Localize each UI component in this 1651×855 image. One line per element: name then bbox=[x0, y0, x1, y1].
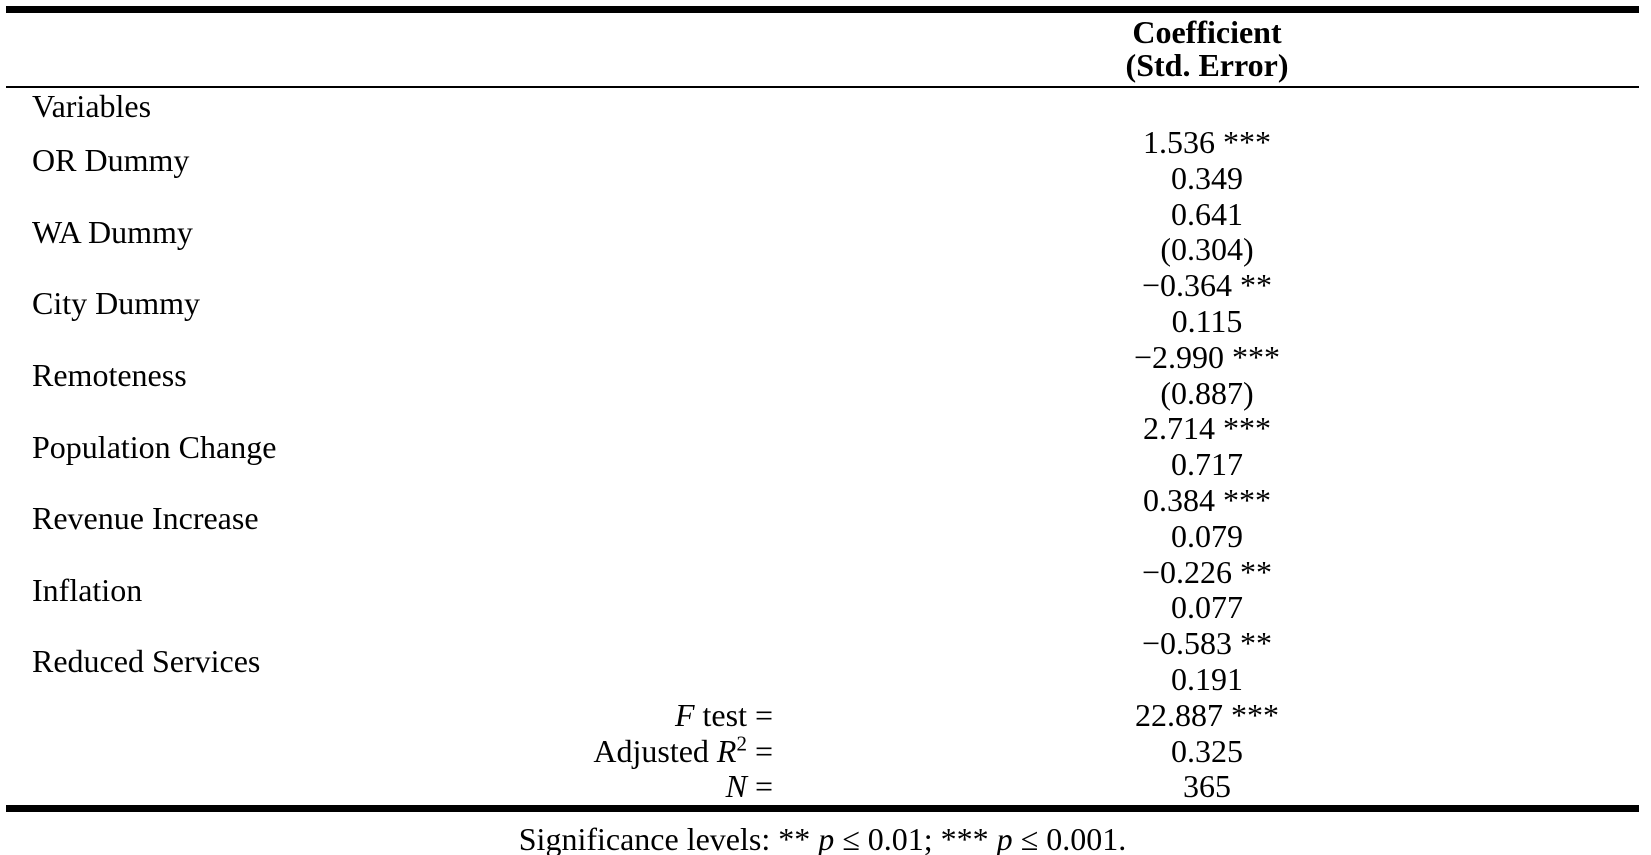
value-cell: −0.226 ** 0.077 bbox=[775, 553, 1639, 627]
stat-row: F test = 22.887 *** bbox=[6, 696, 1639, 734]
variable-label: Reduced Services bbox=[32, 643, 261, 680]
table-row: Revenue Increase 0.384 *** 0.079 bbox=[6, 481, 1639, 555]
stat-value-adjusted-r2: 0.325 bbox=[1171, 732, 1243, 769]
std-error-value: (0.304) bbox=[1160, 231, 1254, 268]
stat-row: Adjusted R2 = 0.325 bbox=[6, 730, 1639, 770]
std-error-value: 0.077 bbox=[1171, 589, 1243, 626]
table-row: City Dummy −0.364 ** 0.115 bbox=[6, 267, 1639, 340]
value-cell: 0.641 (0.304) bbox=[775, 195, 1639, 269]
table-row: Remoteness −2.990 *** (0.887) bbox=[6, 338, 1639, 412]
table-row: OR Dummy 1.536 *** 0.349 bbox=[6, 124, 1639, 197]
table-header-row: Coefficient (Std. Error) bbox=[6, 9, 1639, 88]
coefficient-column-header: Coefficient (Std. Error) bbox=[775, 9, 1639, 88]
std-error-value: 0.349 bbox=[1171, 159, 1243, 196]
header-line-coefficient: Coefficient bbox=[1132, 14, 1282, 50]
section-row: Variables bbox=[6, 87, 1639, 125]
header-line-std-error: (Std. Error) bbox=[1125, 47, 1289, 83]
std-error-value: 0.079 bbox=[1171, 517, 1243, 554]
table-row: WA Dummy 0.641 (0.304) bbox=[6, 195, 1639, 269]
coefficient-value: −0.583 ** bbox=[1141, 625, 1273, 662]
stat-label-adjusted-r2: Adjusted R2 = bbox=[593, 730, 773, 769]
value-cell: −0.583 ** 0.191 bbox=[775, 625, 1639, 698]
std-error-value: (0.887) bbox=[1160, 374, 1254, 411]
stat-value-f-test: 22.887 *** bbox=[1135, 696, 1279, 733]
std-error-value: 0.191 bbox=[1171, 660, 1243, 697]
value-cell: −0.364 ** 0.115 bbox=[775, 267, 1639, 340]
value-cell: −2.990 *** (0.887) bbox=[775, 338, 1639, 412]
value-cell: 0.384 *** 0.079 bbox=[775, 481, 1639, 555]
std-error-value: 0.717 bbox=[1171, 446, 1243, 483]
std-error-value: 0.115 bbox=[1171, 302, 1243, 339]
coefficient-value: −0.226 ** bbox=[1141, 553, 1273, 590]
stat-value-n: 365 bbox=[775, 768, 1639, 813]
variable-label: City Dummy bbox=[32, 285, 201, 322]
variable-label: Inflation bbox=[32, 571, 143, 608]
coefficient-value: 0.384 *** bbox=[1143, 481, 1271, 518]
regression-results-table: Coefficient (Std. Error) Variables OR Dum… bbox=[6, 6, 1639, 813]
regression-table-wrap: Coefficient (Std. Error) Variables OR Dum… bbox=[6, 6, 1639, 855]
header-empty-cell bbox=[6, 9, 775, 88]
stat-label-f-test: F test = bbox=[674, 696, 773, 733]
value-cell: 1.536 *** 0.349 bbox=[775, 124, 1639, 197]
section-label: Variables bbox=[32, 88, 152, 124]
significance-footnote: Significance levels: ** p ≤ 0.01; *** p … bbox=[518, 821, 1127, 855]
variable-label: Remoteness bbox=[32, 357, 187, 394]
value-cell: 2.714 *** 0.717 bbox=[775, 411, 1639, 483]
section-empty-cell bbox=[775, 87, 1639, 125]
coefficient-value: 1.536 *** bbox=[1143, 124, 1271, 160]
stat-label-n: N = bbox=[6, 768, 775, 813]
coefficient-value: −0.364 ** bbox=[1141, 267, 1273, 304]
coefficient-value: 2.714 *** bbox=[1143, 410, 1271, 447]
variable-label: Revenue Increase bbox=[32, 500, 259, 537]
table-row: Inflation −0.226 ** 0.077 bbox=[6, 553, 1639, 627]
table-row: Reduced Services −0.583 ** 0.191 bbox=[6, 625, 1639, 698]
table-row: Population Change 2.714 *** 0.717 bbox=[6, 411, 1639, 483]
coefficient-value: 0.641 bbox=[1171, 195, 1243, 232]
coefficient-value: −2.990 *** bbox=[1133, 338, 1281, 375]
stat-row: N = 365 bbox=[6, 768, 1639, 813]
variable-label: WA Dummy bbox=[32, 213, 193, 250]
variable-label: OR Dummy bbox=[32, 142, 190, 179]
variable-label: Population Change bbox=[32, 428, 277, 465]
